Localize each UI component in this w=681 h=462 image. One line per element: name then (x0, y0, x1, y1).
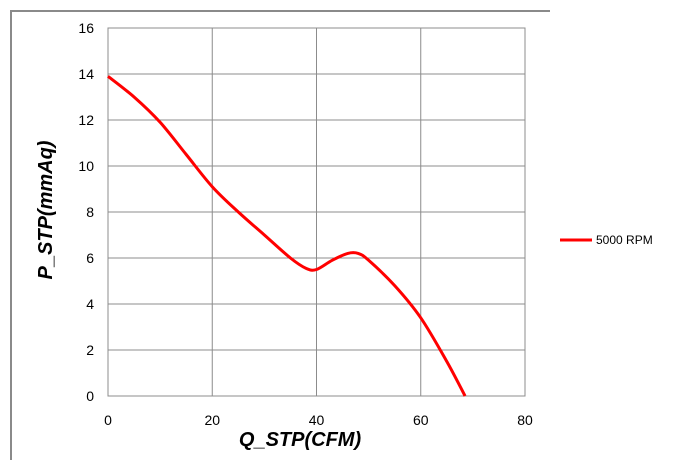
y-tick-label: 12 (78, 112, 94, 128)
series-lines (107, 75, 467, 397)
y-tick-label: 8 (86, 204, 94, 220)
y-tick-labels: 0 2 4 6 8 10 12 14 16 (78, 20, 94, 404)
x-tick-label: 40 (309, 412, 325, 428)
x-tick-labels: 0 20 40 60 80 (104, 412, 533, 428)
x-axis-title: Q_STP(CFM) (239, 429, 362, 451)
y-tick-label: 16 (78, 20, 94, 36)
grid-lines (107, 27, 526, 397)
x-tick-label: 20 (204, 412, 220, 428)
y-axis-title: P_STP(mmAq) (35, 140, 57, 279)
y-tick-label: 0 (86, 388, 94, 404)
y-tick-label: 10 (78, 158, 94, 174)
x-tick-label: 60 (413, 412, 429, 428)
y-tick-label: 2 (86, 342, 94, 358)
chart-frame (10, 10, 550, 460)
x-tick-label: 0 (104, 412, 112, 428)
plot-area (107, 27, 526, 397)
legend: 5000 RPM (560, 233, 653, 247)
x-tick-label: 80 (517, 412, 533, 428)
y-tick-label: 4 (86, 296, 94, 312)
y-tick-label: 14 (78, 66, 94, 82)
legend-label: 5000 RPM (596, 233, 653, 247)
series-line-5000-rpm (107, 75, 467, 397)
y-tick-label: 6 (86, 250, 94, 266)
